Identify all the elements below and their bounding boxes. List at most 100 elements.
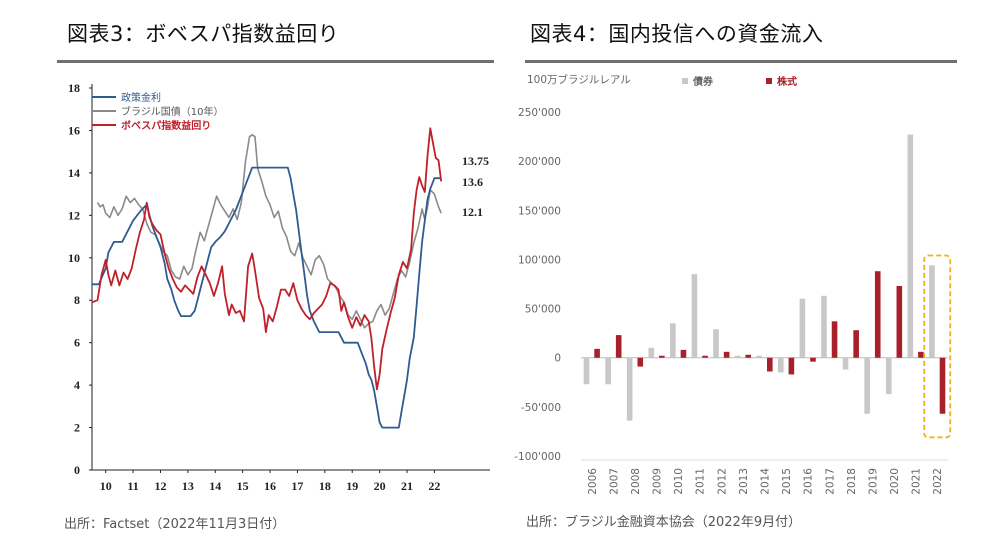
bar-bond_bar — [929, 265, 935, 358]
y-tick-label: 100'000 — [518, 254, 561, 266]
bar-equity_bar — [831, 321, 838, 358]
x-tick-label: 2017 — [824, 468, 836, 495]
y-tick-label: 16 — [68, 123, 80, 137]
bar-equity_bar — [659, 355, 665, 358]
x-tick-label: 21 — [401, 479, 413, 493]
x-tick-label: 2014 — [760, 468, 772, 495]
bar-equity_bar — [918, 351, 924, 358]
y-tick-label: 4 — [74, 378, 80, 392]
legend-label-policy: 政策金利 — [121, 91, 161, 104]
unit-label: 100万ブラジルレアル — [527, 73, 631, 86]
x-tick-label: 2013 — [738, 468, 750, 495]
legend-swatch-equity_bar — [766, 78, 772, 84]
bar-equity_bar — [723, 351, 730, 358]
right-panel-title: 図表4：国内投信への資金流入 — [530, 22, 824, 46]
bar-bond_bar — [864, 357, 870, 414]
left-panel-title: 図表3：ボベスパ指数益回り — [67, 22, 340, 46]
bar-equity_bar — [896, 285, 903, 358]
bar-bond_bar — [885, 357, 892, 395]
legend-label-bond_bar: 債券 — [692, 75, 714, 88]
x-tick-label: 2006 — [587, 468, 599, 495]
series-line-bond — [96, 133, 442, 329]
x-tick-label: 19 — [346, 479, 358, 493]
x-tick-label: 15 — [237, 479, 249, 493]
right-panel: 図表4：国内投信への資金流入 100万ブラジルレアル -100'000 -50'00… — [496, 0, 992, 553]
bar-equity_bar — [745, 354, 752, 358]
x-tick-label: 2010 — [673, 468, 685, 495]
legend-label-equity_bar: 株式 — [777, 75, 797, 88]
x-tick-label: 18 — [319, 479, 331, 493]
bar-equity_bar — [767, 357, 773, 372]
y-tick-label: 12 — [68, 208, 80, 222]
x-tick-label: 2016 — [803, 468, 815, 495]
x-tick-label: 2012 — [716, 468, 728, 495]
end-value-label: 12.1 — [462, 205, 483, 219]
x-tick-label: 14 — [209, 479, 221, 493]
y-tick-label: 0 — [74, 463, 80, 477]
legend-label-bovespa: ボベスパ指数益回り — [121, 119, 211, 132]
bar-equity_bar — [615, 335, 622, 358]
end-value-label: 13.75 — [462, 154, 489, 168]
bar-bond_bar — [626, 357, 633, 421]
y-tick-label: -50'000 — [521, 402, 561, 414]
right-source-note: 出所：ブラジル金融資本協会（2022年9月付） — [526, 515, 802, 530]
y-tick-label: 18 — [68, 81, 80, 95]
x-tick-label: 22 — [428, 479, 440, 493]
x-tick-label: 2019 — [867, 468, 879, 495]
bar-bond_bar — [799, 298, 806, 358]
x-tick-label: 16 — [264, 479, 276, 493]
bar-bond_bar — [583, 357, 590, 385]
y-tick-label: 10 — [68, 251, 80, 265]
x-tick-label: 2007 — [608, 468, 620, 495]
bar-bond_bar — [842, 357, 849, 370]
legend-swatch-bond_bar — [682, 78, 688, 84]
left-title-rule — [57, 60, 494, 63]
y-tick-label: -100'000 — [514, 451, 561, 463]
bar-equity_bar — [939, 357, 946, 414]
y-tick-label: 6 — [74, 336, 80, 350]
bar-bond_bar — [670, 323, 676, 358]
x-tick-label: 11 — [127, 479, 138, 493]
bar-bond_bar — [821, 295, 827, 358]
y-tick-label: 0 — [554, 353, 561, 365]
series-line-policy — [92, 166, 442, 429]
series-line-bovespa — [91, 127, 443, 391]
yield-line-chart: 0 2 4 6 8 10 12 14 16 18 10 11 12 13 14 15 16 17 18 19 20 21 2… — [68, 81, 492, 493]
bar-equity_bar — [853, 330, 859, 358]
legend-label-bond: ブラジル国債（10年） — [121, 105, 224, 118]
x-tick-label: 2022 — [932, 468, 944, 495]
left-source-note: 出所：Factset（2022年11月3日付） — [64, 517, 286, 532]
bar-equity_bar — [874, 271, 881, 358]
y-tick-label: 150'000 — [518, 205, 561, 217]
bar-equity_bar — [702, 355, 708, 358]
bar-equity_bar — [637, 357, 644, 367]
x-tick-label: 17 — [291, 479, 303, 493]
bar-equity_bar — [680, 349, 687, 358]
y-tick-label: 50'000 — [525, 304, 561, 316]
y-tick-label: 8 — [74, 293, 80, 307]
x-tick-label: 2015 — [781, 468, 793, 495]
y-tick-label: 200'000 — [518, 156, 561, 168]
bar-bond_bar — [713, 329, 719, 358]
x-tick-label: 12 — [154, 479, 166, 493]
fund-flow-bar-chart: 100万ブラジルレアル -100'000 -50'000 0 50'000 100'000… — [514, 73, 952, 495]
x-tick-label: 2009 — [652, 468, 664, 495]
end-value-label: 13.6 — [462, 175, 483, 189]
y-tick-label: 2 — [74, 421, 80, 435]
x-tick-label: 2018 — [846, 468, 858, 495]
x-tick-label: 2008 — [630, 468, 642, 495]
bar-bond_bar — [734, 355, 741, 358]
y-tick-label: 14 — [68, 166, 80, 180]
bar-equity_bar — [810, 357, 816, 362]
x-tick-label: 2011 — [695, 468, 707, 495]
bar-bond_bar — [756, 355, 762, 358]
left-panel: 図表3：ボベスパ指数益回り 0 2 4 6 8 10 12 14 16 18 10 11 12 13 14 1… — [57, 22, 494, 532]
bar-equity_bar — [594, 348, 600, 358]
highlight-box — [923, 254, 952, 439]
x-tick-label: 2021 — [911, 468, 923, 495]
bar-bond_bar — [907, 134, 914, 358]
bar-equity_bar — [788, 357, 795, 375]
x-tick-label: 10 — [100, 479, 112, 493]
bar-bond_bar — [605, 357, 611, 385]
bar-bond_bar — [777, 357, 784, 373]
